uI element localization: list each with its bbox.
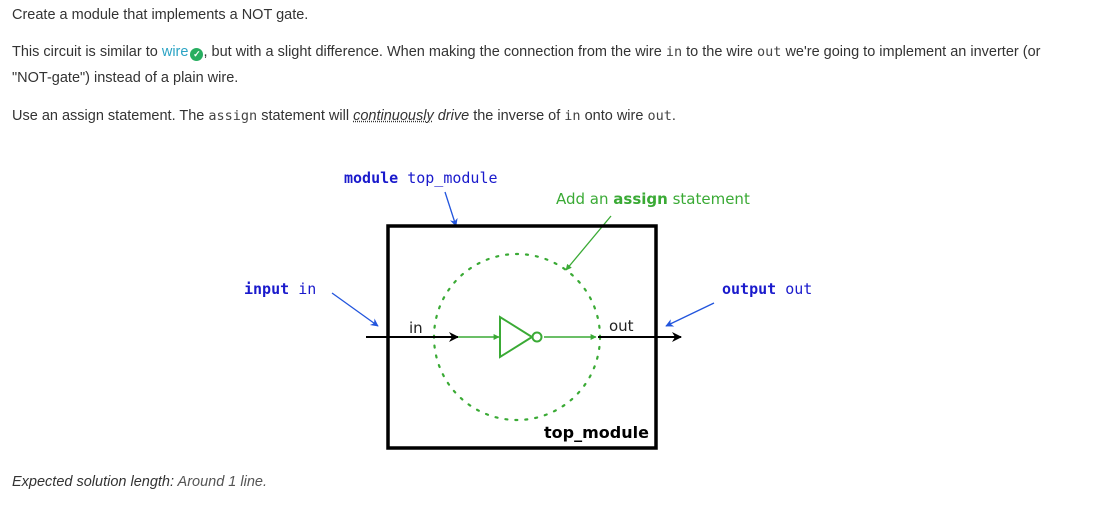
module-label: module top_module: [344, 169, 498, 187]
description-paragraph: This circuit is similar to wire ✓, but wi…: [12, 44, 1041, 86]
not-gate-icon: [499, 315, 534, 359]
output-pointer: [665, 302, 715, 327]
wire-link[interactable]: wire: [161, 44, 189, 60]
port-in-label: in: [409, 319, 423, 337]
intro-text: Create a module that implements a NOT ga…: [12, 7, 309, 23]
assign-annotation: Add an assign statement: [556, 190, 750, 208]
module-pointer: [444, 191, 458, 227]
input-label: input in: [244, 280, 316, 298]
assign-pointer: [565, 215, 612, 271]
check-circle-icon: ✓: [190, 48, 204, 61]
port-out-label: out: [609, 317, 634, 335]
input-pointer: [331, 292, 379, 327]
assign-paragraph: Use an assign statement. The assign stat…: [12, 108, 676, 124]
expected-length: Expected solution length: Around 1 line.: [12, 474, 267, 490]
output-label: output out: [722, 280, 812, 298]
continuously-tooltip-term[interactable]: continuously: [353, 108, 434, 124]
module-box-label: top_module: [544, 423, 649, 442]
inverter-bubble: [531, 331, 543, 343]
